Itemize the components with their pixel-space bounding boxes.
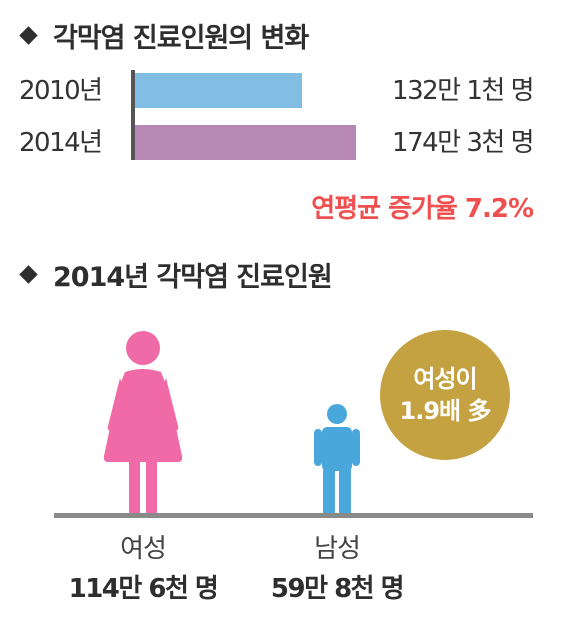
male-category-label: 남성: [314, 534, 361, 564]
section-title-2014: 2014년 각막염 진료인원: [19, 255, 333, 294]
male-person-icon: [314, 404, 360, 515]
female-value-label: 114만 6천 명: [68, 574, 219, 604]
bar-category-label-2010: 2010년: [19, 76, 103, 106]
bar-value-label-2014: 174만 3천 명: [392, 128, 534, 158]
bar-axis-line: [131, 70, 135, 160]
section-title-change: 각막염 진료인원의 변화: [19, 16, 309, 55]
diamond-bullet-icon: [19, 265, 38, 284]
bar-value-label-2010: 132만 1천 명: [392, 76, 534, 106]
female-category-label: 여성: [120, 534, 167, 564]
ratio-badge-line2: 1.9배 多: [399, 397, 492, 425]
bar-category-label-2014: 2014년: [19, 128, 103, 158]
bar-2010: [135, 73, 302, 108]
ground-line: [54, 513, 533, 518]
ratio-badge: 여성이 1.9배 多: [380, 330, 510, 460]
diamond-bullet-icon: [19, 26, 38, 45]
growth-rate-annotation: 연평균 증가율 7.2%: [311, 194, 534, 224]
ratio-badge-line1: 여성이: [413, 365, 477, 393]
male-value-label: 59만 8천 명: [270, 574, 405, 604]
bar-2014: [135, 125, 356, 160]
female-person-icon: [103, 331, 183, 515]
